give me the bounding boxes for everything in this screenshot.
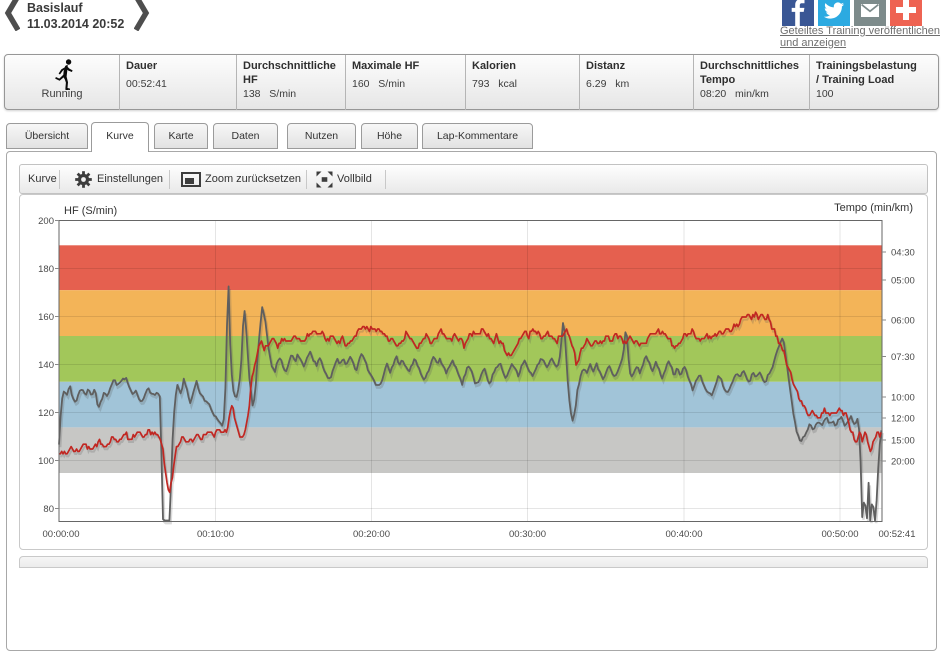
svg-text:140: 140 xyxy=(38,360,54,371)
svg-text:200: 200 xyxy=(38,216,54,227)
svg-text:00:10:00: 00:10:00 xyxy=(197,529,234,540)
svg-text:00:40:00: 00:40:00 xyxy=(666,529,703,540)
svg-text:15:00: 15:00 xyxy=(891,436,915,447)
svg-text:20:00: 20:00 xyxy=(891,457,915,468)
svg-text:00:30:00: 00:30:00 xyxy=(509,529,546,540)
svg-text:10:00: 10:00 xyxy=(891,393,915,404)
svg-text:05:00: 05:00 xyxy=(891,276,915,287)
svg-text:07:30: 07:30 xyxy=(891,352,915,363)
svg-text:12:00: 12:00 xyxy=(891,414,915,425)
svg-text:80: 80 xyxy=(43,504,54,515)
svg-text:00:52:41: 00:52:41 xyxy=(879,529,916,540)
svg-text:04:30: 04:30 xyxy=(891,248,915,259)
svg-text:00:00:00: 00:00:00 xyxy=(43,529,80,540)
svg-text:100: 100 xyxy=(38,456,54,467)
svg-text:00:20:00: 00:20:00 xyxy=(353,529,390,540)
svg-text:180: 180 xyxy=(38,264,54,275)
svg-text:00:50:00: 00:50:00 xyxy=(822,529,859,540)
svg-text:Tempo (min/km): Tempo (min/km) xyxy=(834,202,913,214)
svg-text:HF (S/min): HF (S/min) xyxy=(64,205,117,217)
svg-text:120: 120 xyxy=(38,408,54,419)
svg-text:06:00: 06:00 xyxy=(891,316,915,327)
svg-text:160: 160 xyxy=(38,312,54,323)
